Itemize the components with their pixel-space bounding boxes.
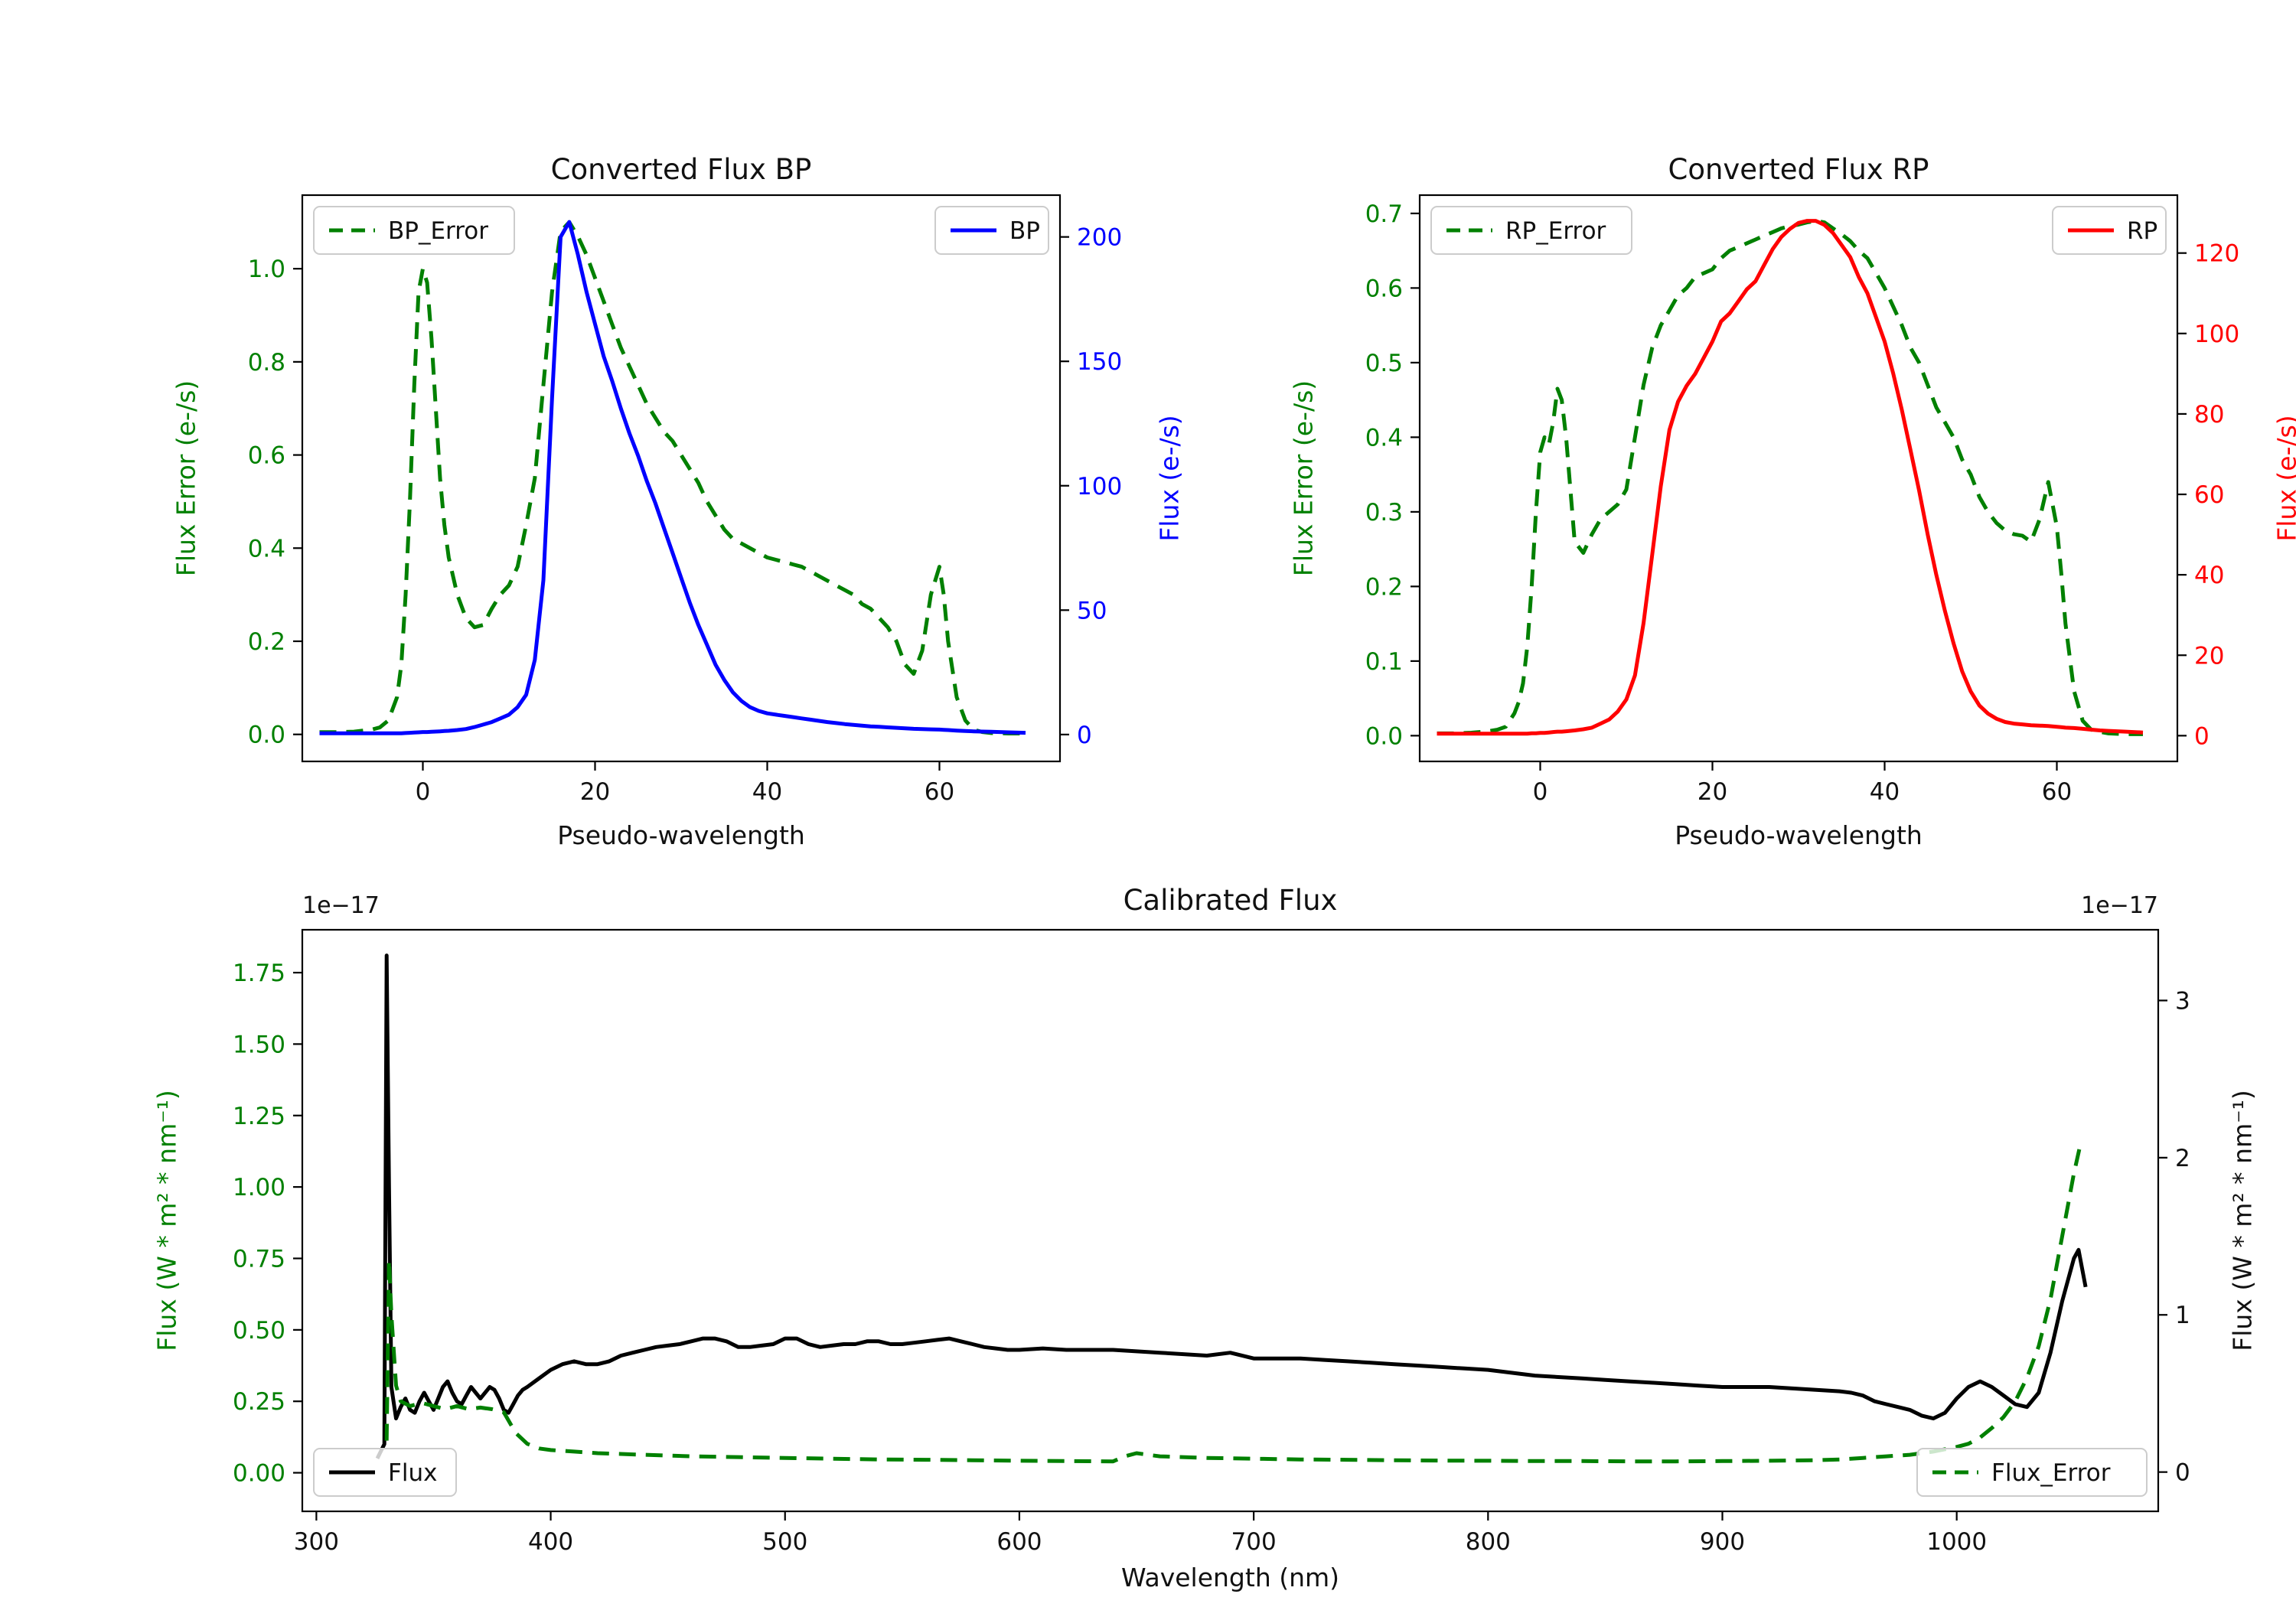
bp-left-tick-label: 0.0	[248, 722, 285, 749]
cal-left-tick-label: 1.75	[233, 960, 285, 987]
rp-x-tick-label: 0	[1533, 778, 1548, 806]
cal-left-offset-text: 1e−17	[302, 892, 380, 919]
rp-x-tick-label: 20	[1698, 778, 1727, 806]
rp-axes-spines	[1418, 194, 2179, 763]
rp-right-tick-label: 20	[2194, 642, 2224, 670]
cal-legend-flux	[313, 1448, 457, 1497]
cal-right-offset-text: 1e−17	[2081, 892, 2158, 919]
bp-plot-area: 0 20 40 60 0.0 0.2 0.4 0.6 0.8 1.0 0 50 100 150 200 BP_…	[248, 194, 1122, 806]
legend-label: Flux	[388, 1459, 437, 1487]
rp-left-tick-label: 0.4	[1365, 424, 1403, 451]
legend-label: BP	[1009, 217, 1040, 245]
bp-left-tick-label: 1.0	[248, 256, 285, 283]
cal-x-tick-label: 1000	[1926, 1528, 1987, 1556]
bp-left-tick-label: 0.8	[248, 349, 285, 376]
cal-left-tick-label: 1.25	[233, 1103, 285, 1130]
cal-xaxis-label: Wavelength (nm)	[1120, 1563, 1340, 1592]
bp-right-tick-label: 100	[1077, 473, 1122, 500]
cal-x-tick-label: 500	[762, 1528, 807, 1556]
rp-left-tick-label: 0.0	[1365, 722, 1403, 750]
bp-x-tick-label: 40	[752, 778, 782, 806]
rp-right-tick-label: 60	[2194, 481, 2224, 509]
rp-left-yaxis-label: Flux Error (e-/s)	[1288, 380, 1319, 577]
bp-series-bp_error-line	[319, 220, 1026, 735]
rp-series-rp_error-line	[1437, 219, 2143, 736]
cal-right-tick-label: 3	[2175, 987, 2190, 1015]
rp-right-tick-label: 100	[2194, 321, 2239, 348]
bp-left-tick-label: 0.4	[248, 535, 285, 562]
bp-right-yaxis-label: Flux (e-/s)	[1154, 415, 1185, 542]
rp-left-tick-label: 0.7	[1365, 200, 1403, 228]
cal-x-tick-label: 900	[1700, 1528, 1745, 1556]
rp-right-tick-label: 120	[2194, 240, 2239, 268]
cal-x-tick-label: 400	[528, 1528, 573, 1556]
rp-plot-area: 0 20 40 60 0.0 0.1 0.2 0.3 0.4 0.5 0.6 0.7 0 20 40 60 80…	[1365, 194, 2239, 806]
cal-left-tick-label: 0.25	[233, 1388, 285, 1416]
cal-axes-spines	[301, 928, 2160, 1513]
rp-x-tick-label: 60	[2042, 778, 2072, 806]
legend-label: Flux_Error	[1991, 1459, 2111, 1487]
cal-right-tick-label: 2	[2175, 1145, 2190, 1172]
rp-left-tick-label: 0.1	[1365, 648, 1403, 676]
cal-right-tick-label: 1	[2175, 1302, 2190, 1329]
cal-x-tick-label: 600	[996, 1528, 1042, 1556]
bp-right-tick-label: 200	[1077, 224, 1122, 252]
rp-left-tick-label: 0.3	[1365, 499, 1403, 526]
bp-x-tick-label: 0	[416, 778, 431, 806]
rp-left-tick-label: 0.6	[1365, 275, 1403, 302]
rp-x-tick-label: 40	[1870, 778, 1900, 806]
rp-legend-rp_error	[1430, 206, 1632, 255]
cal-x-tick-label: 700	[1231, 1528, 1277, 1556]
rp-right-yaxis-label: Flux (e-/s)	[2272, 415, 2296, 542]
cal-legend-flux_error	[1916, 1448, 2148, 1497]
bp-left-yaxis-label: Flux Error (e-/s)	[171, 380, 201, 577]
rp-left-tick-label: 0.2	[1365, 573, 1403, 601]
bp-x-tick-label: 60	[925, 778, 954, 806]
rp-right-tick-label: 40	[2194, 562, 2224, 589]
cal-right-yaxis-label: Flux (W * m² * nm⁻¹)	[2227, 1090, 2258, 1351]
bp-left-tick-label: 0.2	[248, 628, 285, 656]
bp-right-tick-label: 50	[1077, 597, 1107, 624]
cal-left-tick-label: 1.50	[233, 1031, 285, 1058]
rp-xaxis-label: Pseudo-wavelength	[1675, 820, 1923, 850]
cal-left-yaxis-label: Flux (W * m² * nm⁻¹)	[152, 1090, 182, 1351]
cal-left-tick-label: 1.00	[233, 1174, 285, 1201]
rp-series-rp-line	[1437, 219, 2144, 736]
bp-series-bp-line	[319, 220, 1026, 735]
bp-right-tick-label: 0	[1077, 722, 1092, 749]
rp-chart-title: Converted Flux RP	[1668, 153, 1929, 186]
bp-axes-spines	[301, 194, 1062, 763]
rp-left-tick-label: 0.5	[1365, 350, 1403, 377]
cal-left-tick-label: 0.00	[233, 1460, 285, 1488]
rp-right-tick-label: 0	[2194, 722, 2210, 750]
cal-right-tick-label: 0	[2175, 1459, 2190, 1487]
cal-series-flux-line	[375, 953, 2088, 1460]
cal-x-tick-label: 800	[1466, 1528, 1511, 1556]
bp-left-tick-label: 0.6	[248, 442, 285, 470]
cal-left-tick-label: 0.75	[233, 1245, 285, 1273]
cal-plot-area: 300 400 500 600 700 800 900 1000 0.00 0.25 0.50 0.7…	[233, 928, 2190, 1556]
bp-chart-title: Converted Flux BP	[550, 153, 812, 186]
bp-legend-bp_error	[313, 206, 515, 255]
cal-x-tick-label: 300	[294, 1528, 339, 1556]
legend-label: BP_Error	[388, 217, 488, 245]
bp-right-tick-label: 150	[1077, 348, 1122, 376]
legend-label: RP_Error	[1505, 217, 1606, 245]
bp-x-tick-label: 20	[580, 778, 610, 806]
cal-chart-title: Calibrated Flux	[1123, 884, 1338, 917]
cal-series-flux_error-line	[384, 1141, 2083, 1464]
legend-label: RP	[2127, 217, 2157, 245]
cal-left-tick-label: 0.50	[233, 1317, 285, 1345]
rp-right-tick-label: 80	[2194, 401, 2224, 429]
bp-xaxis-label: Pseudo-wavelength	[557, 820, 805, 850]
